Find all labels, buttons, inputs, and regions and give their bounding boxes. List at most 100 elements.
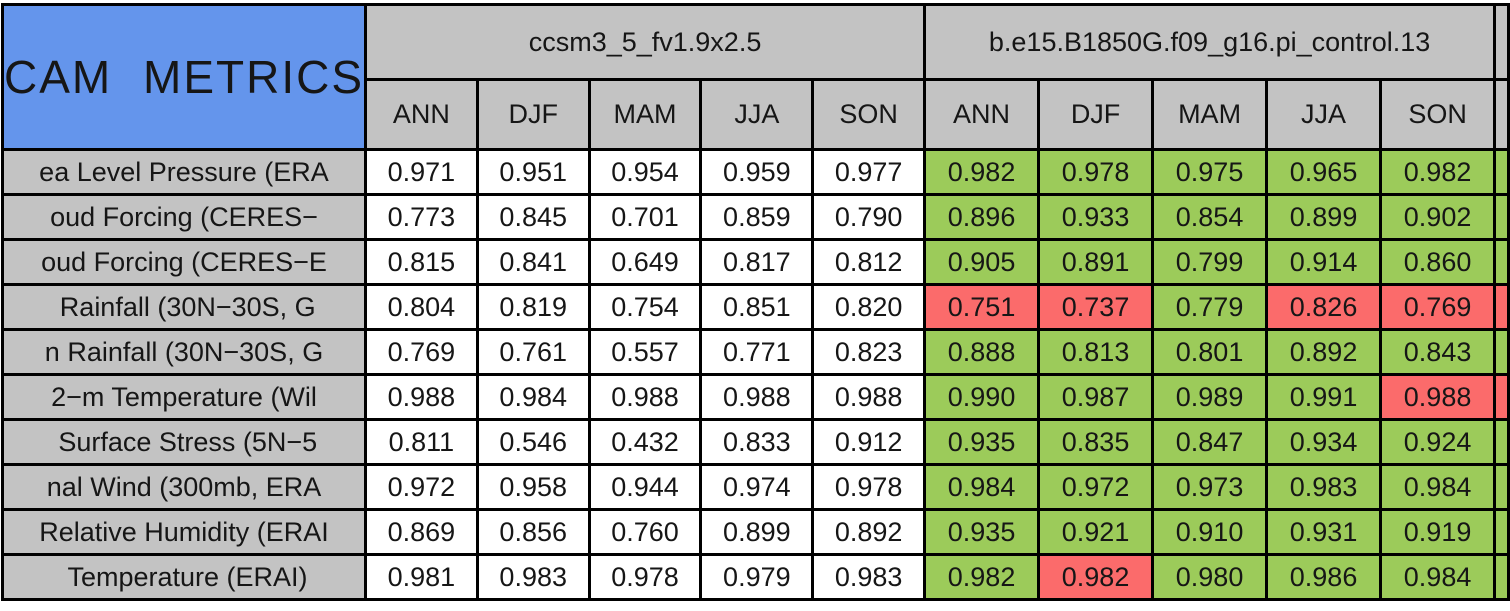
model2-value-cell: 0.860 — [1379, 238, 1497, 286]
model2-value-cell: 0.933 — [1037, 193, 1155, 241]
model2-value-cell: 0.835 — [1037, 418, 1155, 466]
table-row: 2−m Temperature (Wil 0.988 0.984 0.988 0.988… — [1, 373, 1510, 421]
clipped-next-column-cell — [1493, 283, 1510, 331]
table-row: oud Forcing (CERES−E 0.815 0.841 0.649 0.817… — [1, 238, 1510, 286]
clipped-next-column-cell — [1493, 463, 1510, 511]
model1-value-cell: 0.971 — [364, 148, 479, 196]
model2-value-cell: 0.982 — [1037, 553, 1155, 601]
table-row: n Rainfall (30N−30S, G 0.769 0.761 0.557 0.7… — [1, 328, 1510, 376]
model1-value-cell: 0.979 — [699, 553, 815, 601]
model2-value-cell: 0.991 — [1265, 373, 1383, 421]
table-row: Relative Humidity (ERAI 0.869 0.856 0.760 0.… — [1, 508, 1510, 556]
model1-value-cell: 0.771 — [699, 328, 815, 376]
row-label: nal Wind (300mb, ERA — [1, 463, 367, 511]
model2-value-cell: 0.779 — [1151, 283, 1269, 331]
season-header-model2-mam: MAM — [1151, 78, 1269, 151]
model1-value-cell: 0.951 — [475, 148, 591, 196]
model1-value-cell: 0.899 — [699, 508, 815, 556]
model2-value-cell: 0.986 — [1265, 553, 1383, 601]
model1-value-cell: 0.817 — [699, 238, 815, 286]
model1-value-cell: 0.760 — [587, 508, 703, 556]
model1-value-cell: 0.851 — [699, 283, 815, 331]
model2-name-header: b.e15.B1850G.f09_g16.pi_control.13 — [923, 3, 1497, 81]
model1-value-cell: 0.892 — [811, 508, 927, 556]
model1-value-cell: 0.958 — [475, 463, 591, 511]
model1-value-cell: 0.856 — [475, 508, 591, 556]
model2-value-cell: 0.813 — [1037, 328, 1155, 376]
model2-value-cell: 0.737 — [1037, 283, 1155, 331]
model1-value-cell: 0.769 — [364, 328, 479, 376]
row-label: Rainfall (30N−30S, G — [1, 283, 367, 331]
model1-value-cell: 0.988 — [811, 373, 927, 421]
season-header-model2-djf: DJF — [1037, 78, 1155, 151]
model2-value-cell: 0.989 — [1151, 373, 1269, 421]
model1-value-cell: 0.761 — [475, 328, 591, 376]
model2-value-cell: 0.984 — [1379, 553, 1497, 601]
row-label: Surface Stress (5N−5 — [1, 418, 367, 466]
table-row: Temperature (ERAI) 0.981 0.983 0.978 0.979 0.… — [1, 553, 1510, 601]
model2-value-cell: 0.982 — [923, 553, 1041, 601]
clipped-next-column-cell — [1493, 373, 1510, 421]
row-label: n Rainfall (30N−30S, G — [1, 328, 367, 376]
model2-value-cell: 0.919 — [1379, 508, 1497, 556]
season-header-model1-jja: JJA — [699, 78, 815, 151]
model2-value-cell: 0.751 — [923, 283, 1041, 331]
model2-value-cell: 0.982 — [923, 148, 1041, 196]
table-row: Rainfall (30N−30S, G 0.804 0.819 0.754 0.851… — [1, 283, 1510, 331]
model1-value-cell: 0.546 — [475, 418, 591, 466]
table-row: Surface Stress (5N−5 0.811 0.546 0.432 0.833… — [1, 418, 1510, 466]
model2-value-cell: 0.984 — [923, 463, 1041, 511]
clipped-next-column-cell — [1493, 418, 1510, 466]
model2-value-cell: 0.972 — [1037, 463, 1155, 511]
season-header-model1-ann: ANN — [364, 78, 479, 151]
model2-value-cell: 0.935 — [923, 418, 1041, 466]
model2-value-cell: 0.799 — [1151, 238, 1269, 286]
model2-value-cell: 0.914 — [1265, 238, 1383, 286]
season-header-row: ANN DJF MAM JJA SON ANN DJF MAM JJA SON — [3, 78, 1510, 151]
model1-value-cell: 0.815 — [364, 238, 479, 286]
metrics-table: CAM METRICS ccsm3_5_fv1.9x2.5 b.e15.B1850G… — [1, 3, 1510, 601]
model1-value-cell: 0.804 — [364, 283, 479, 331]
model2-value-cell: 0.931 — [1265, 508, 1383, 556]
model2-value-cell: 0.980 — [1151, 553, 1269, 601]
model1-value-cell: 0.557 — [587, 328, 703, 376]
model2-value-cell: 0.905 — [923, 238, 1041, 286]
model1-value-cell: 0.981 — [364, 553, 479, 601]
model2-value-cell: 0.910 — [1151, 508, 1269, 556]
model2-value-cell: 0.801 — [1151, 328, 1269, 376]
table-row: oud Forcing (CERES− 0.773 0.845 0.701 0.859 0… — [1, 193, 1510, 241]
model1-value-cell: 0.988 — [587, 373, 703, 421]
model2-value-cell: 0.978 — [1037, 148, 1155, 196]
model2-value-cell: 0.843 — [1379, 328, 1497, 376]
model2-value-cell: 0.982 — [1379, 148, 1497, 196]
model1-value-cell: 0.841 — [475, 238, 591, 286]
model1-value-cell: 0.972 — [364, 463, 479, 511]
model2-value-cell: 0.990 — [923, 373, 1041, 421]
model2-value-cell: 0.892 — [1265, 328, 1383, 376]
model1-value-cell: 0.978 — [587, 553, 703, 601]
model2-value-cell: 0.983 — [1265, 463, 1383, 511]
row-label: oud Forcing (CERES−E — [1, 238, 367, 286]
model1-value-cell: 0.974 — [699, 463, 815, 511]
season-header-model2-jja: JJA — [1265, 78, 1383, 151]
model2-value-cell: 0.984 — [1379, 463, 1497, 511]
model1-value-cell: 0.701 — [587, 193, 703, 241]
model1-value-cell: 0.954 — [587, 148, 703, 196]
model1-value-cell: 0.912 — [811, 418, 927, 466]
model2-value-cell: 0.896 — [923, 193, 1041, 241]
model2-value-cell: 0.988 — [1379, 373, 1497, 421]
model1-value-cell: 0.754 — [587, 283, 703, 331]
row-label: ea Level Pressure (ERA — [1, 148, 367, 196]
season-header-model2-son: SON — [1379, 78, 1497, 151]
model2-value-cell: 0.891 — [1037, 238, 1155, 286]
model1-value-cell: 0.819 — [475, 283, 591, 331]
model1-value-cell: 0.983 — [475, 553, 591, 601]
model2-value-cell: 0.987 — [1037, 373, 1155, 421]
model2-value-cell: 0.965 — [1265, 148, 1383, 196]
model1-value-cell: 0.432 — [587, 418, 703, 466]
clipped-next-column-cell — [1493, 238, 1510, 286]
season-header-model2-ann: ANN — [923, 78, 1041, 151]
model1-value-cell: 0.773 — [364, 193, 479, 241]
model2-value-cell: 0.899 — [1265, 193, 1383, 241]
